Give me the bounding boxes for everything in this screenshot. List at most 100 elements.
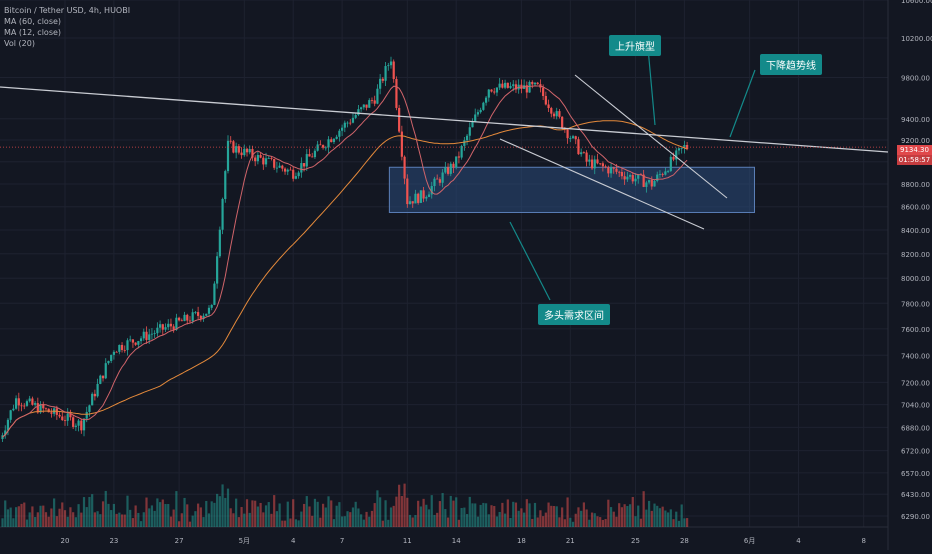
candle-body (175, 317, 178, 330)
candle-body (514, 84, 518, 90)
demand-zone-pointer (509, 221, 551, 301)
candle-body (615, 168, 618, 172)
volume-bar (199, 507, 202, 527)
candle-body (398, 107, 401, 132)
candle-body (267, 158, 270, 159)
volume-bar (446, 517, 450, 527)
volume-bar (115, 513, 118, 527)
candle-body (235, 146, 238, 153)
candle-body (178, 317, 181, 321)
volume-bar (365, 511, 368, 527)
candle-body (590, 159, 594, 169)
volume-bar (580, 510, 583, 527)
candle-body (286, 169, 289, 172)
volume-bar (563, 519, 566, 527)
candle-body (449, 163, 452, 174)
candle-body (360, 107, 363, 110)
candle-body (379, 78, 382, 89)
volume-bar (129, 509, 132, 527)
candle-body (254, 157, 257, 162)
candle-body (207, 307, 211, 314)
volume-bar (509, 517, 512, 527)
volume-bar (72, 512, 75, 527)
candle-body (493, 91, 496, 93)
volume-bar (582, 502, 585, 527)
y-tick-label: 6430.00 (901, 491, 930, 499)
volume-bar (571, 521, 575, 527)
volume-bar (267, 502, 270, 527)
volume-bar (197, 503, 200, 527)
x-tick-label: 20 (61, 537, 70, 545)
demand-zone-callout[interactable]: 多头需求区间 (538, 304, 610, 325)
candle-body (58, 414, 61, 417)
candle-body (15, 398, 18, 409)
volume-bar (229, 508, 232, 527)
candle-body (669, 156, 672, 172)
volume-bar (104, 490, 107, 527)
volume-bar (131, 518, 135, 527)
candle-body (601, 163, 604, 167)
candle-body (427, 194, 431, 197)
volume-bar (53, 498, 56, 527)
volume-bar (161, 499, 164, 527)
volume-bar (387, 519, 390, 527)
volume-bar (221, 484, 224, 527)
flag-upper-line (574, 74, 728, 199)
candle-body (593, 159, 596, 169)
volume-bar (34, 517, 37, 527)
candle-body (226, 140, 230, 172)
candle-body (131, 339, 135, 343)
volume-bar (243, 513, 246, 527)
volume-bar (20, 503, 23, 527)
rising-flag-callout[interactable]: 上升旗型 (609, 35, 661, 56)
candle-body (300, 163, 303, 173)
candle-body (292, 169, 295, 179)
candle-body (417, 193, 420, 203)
volume-bar (175, 491, 178, 527)
volume-bar (677, 520, 681, 527)
volume-bar (101, 501, 105, 527)
candle-body (547, 104, 550, 109)
candle-body (34, 403, 37, 405)
volume-bar (566, 497, 569, 527)
candle-body (248, 148, 251, 153)
candle-body (343, 122, 346, 128)
volume-bar (254, 500, 257, 527)
candle-body (308, 154, 311, 157)
volume-bar (552, 506, 556, 527)
x-tick-label: 7 (340, 537, 344, 545)
candle-body (357, 109, 360, 115)
candle-body (455, 156, 458, 168)
candle-body (479, 109, 482, 113)
candle-body (44, 408, 48, 410)
candle-body (446, 167, 450, 174)
candle-body (251, 148, 254, 158)
downtrend-line-callout[interactable]: 下降趋势线 (760, 54, 822, 75)
y-tick-label: 6880.00 (901, 424, 930, 432)
volume-bar (169, 516, 173, 527)
volume-bar (637, 505, 640, 527)
candle-body (161, 324, 164, 330)
volume-bar (533, 502, 537, 527)
volume-bar (539, 510, 542, 527)
volume-bar (28, 512, 31, 527)
candle-body (667, 171, 670, 172)
candle-body (550, 108, 553, 114)
candle-body (237, 146, 240, 153)
candle-body (194, 312, 197, 313)
candle-body (88, 405, 91, 412)
candle-body (240, 152, 243, 156)
candle-body (316, 144, 319, 151)
candle-body (23, 405, 26, 407)
volume-bar (656, 505, 659, 527)
candle-body (319, 144, 322, 146)
volume-bar (683, 518, 686, 527)
candle-body (69, 413, 72, 418)
candle-body (229, 140, 232, 142)
candle-body (536, 82, 539, 85)
candle-body (66, 413, 69, 421)
volume-bar (569, 517, 572, 527)
candle-body (419, 190, 422, 203)
